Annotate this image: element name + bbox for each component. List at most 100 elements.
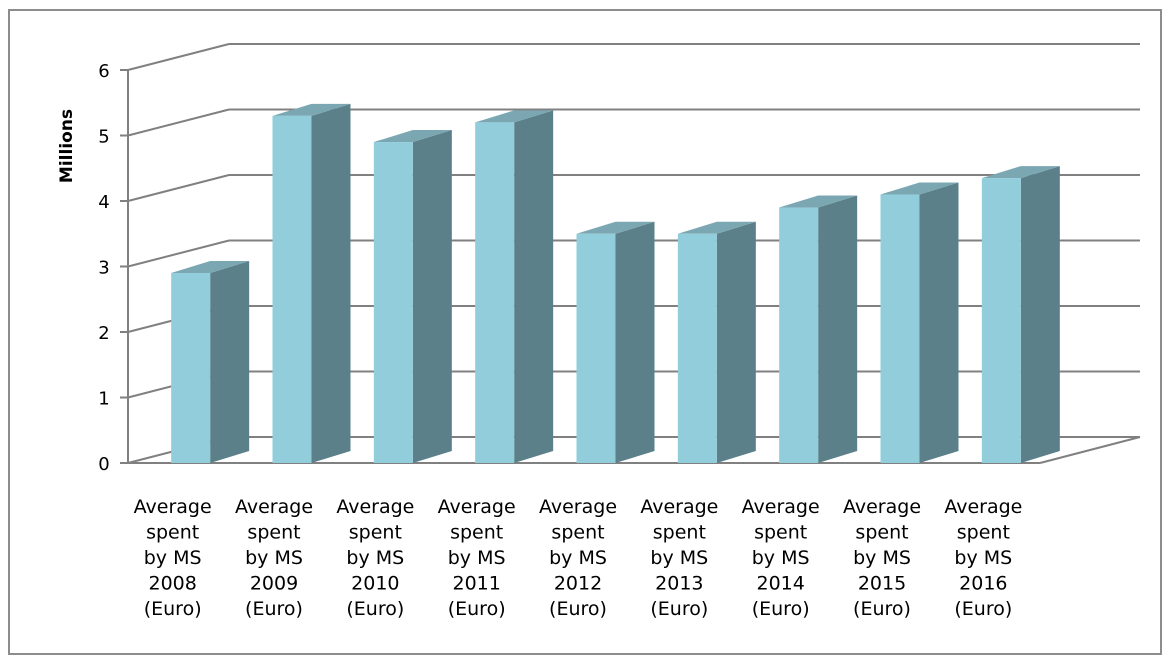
x-category-line: by MS <box>245 547 303 569</box>
x-category-label: Average spent by MS 2014 (Euro) <box>742 496 820 620</box>
bar-side <box>1020 166 1060 463</box>
y-tick-label: 4 <box>98 192 109 213</box>
x-category-line: spent <box>450 522 503 544</box>
bar <box>475 110 554 464</box>
x-category-line: by MS <box>752 547 810 569</box>
x-category-line: 2012 <box>554 573 602 595</box>
y-tick-label: 5 <box>98 127 109 148</box>
bar-front <box>373 142 413 464</box>
x-category-line: spent <box>957 522 1010 544</box>
floor-right-edge <box>1039 436 1141 464</box>
bar-front <box>272 115 312 463</box>
x-category-line: (Euro) <box>853 598 911 620</box>
x-category-line: (Euro) <box>346 598 404 620</box>
bar-front <box>576 233 616 463</box>
bar-top <box>677 221 756 234</box>
bar <box>576 221 655 463</box>
x-category-line: spent <box>754 522 807 544</box>
bar-side <box>210 261 250 463</box>
side-wall-gridline <box>127 174 230 202</box>
bar <box>880 182 959 463</box>
bar-side <box>412 130 452 464</box>
x-category-line: (Euro) <box>549 598 607 620</box>
y-tick-label: 1 <box>98 389 109 410</box>
bar-top <box>880 182 959 195</box>
x-category-line: spent <box>349 522 402 544</box>
bar-top <box>475 110 554 123</box>
bar-front <box>475 122 515 464</box>
bar-side <box>615 221 655 463</box>
x-category-line: by MS <box>448 547 506 569</box>
x-category-label: Average spent by MS 2015 (Euro) <box>843 496 921 620</box>
x-category-label: Average spent by MS 2012 (Euro) <box>539 496 617 620</box>
bar-front <box>779 207 819 463</box>
x-category-line: 2011 <box>452 573 500 595</box>
x-category-line: by MS <box>346 547 404 569</box>
x-category-line: spent <box>551 522 604 544</box>
x-category-line: spent <box>247 522 300 544</box>
bar-side <box>919 182 959 463</box>
x-category-line: Average <box>235 496 313 518</box>
bar-front <box>981 178 1021 463</box>
x-axis-categories: Average spent by MS 2008 (Euro) Average spent b… <box>134 496 1023 620</box>
x-category-label: Average spent by MS 2010 (Euro) <box>336 496 414 620</box>
x-category-line: spent <box>146 522 199 544</box>
y-axis-label: Millions <box>57 109 77 183</box>
bar-top <box>272 103 351 116</box>
x-category-label: Average spent by MS 2008 (Euro) <box>134 496 212 620</box>
side-wall-gridline <box>127 108 230 137</box>
x-category-line: (Euro) <box>650 598 708 620</box>
bar <box>272 103 351 463</box>
x-category-line: Average <box>134 496 212 518</box>
bar-top <box>779 195 858 208</box>
x-category-line: 2009 <box>250 573 298 595</box>
x-category-line: Average <box>539 496 617 518</box>
x-category-line: Average <box>438 496 516 518</box>
bar-front <box>880 194 920 463</box>
y-tick-label: 3 <box>98 258 109 279</box>
x-category-line: by MS <box>954 547 1012 569</box>
x-category-line: 2015 <box>858 573 906 595</box>
x-category-line: Average <box>640 496 718 518</box>
x-category-line: 2014 <box>756 573 804 595</box>
bar <box>677 221 756 463</box>
x-category-line: Average <box>336 496 414 518</box>
x-category-line: Average <box>944 496 1022 518</box>
side-wall-gridline <box>127 43 230 71</box>
x-category-line: spent <box>653 522 706 544</box>
bar <box>171 261 250 463</box>
bar-side <box>514 110 554 464</box>
bar-top <box>373 130 452 143</box>
x-category-label: Average spent by MS 2016 (Euro) <box>944 496 1022 620</box>
bar-chart: 0 1 2 3 4 5 6 Millions Average spent by MS 2008 (E… <box>57 43 1141 620</box>
bar-side <box>716 221 756 463</box>
x-category-line: (Euro) <box>752 598 810 620</box>
x-category-line: by MS <box>144 547 202 569</box>
x-category-line: 2013 <box>655 573 703 595</box>
bar-front <box>171 273 211 463</box>
side-wall-gridline <box>127 239 230 268</box>
x-category-line: (Euro) <box>954 598 1012 620</box>
x-category-line: by MS <box>853 547 911 569</box>
x-category-label: Average spent by MS 2009 (Euro) <box>235 496 313 620</box>
x-category-line: spent <box>855 522 908 544</box>
y-axis-ticks: 0 1 2 3 4 5 6 <box>98 61 109 475</box>
y-tick-label: 6 <box>98 61 109 82</box>
bar-side <box>818 195 858 464</box>
x-category-line: 2010 <box>351 573 399 595</box>
bar <box>373 130 452 464</box>
y-tick-label: 0 <box>98 454 109 475</box>
y-tick-label: 2 <box>98 323 109 344</box>
x-category-line: Average <box>742 496 820 518</box>
x-category-line: 2008 <box>148 573 196 595</box>
chart-frame: 0 1 2 3 4 5 6 Millions Average spent by MS 2008 (E… <box>8 9 1162 655</box>
x-category-label: Average spent by MS 2011 (Euro) <box>438 496 516 620</box>
bar-side <box>311 103 351 463</box>
x-category-line: 2016 <box>959 573 1007 595</box>
x-category-line: (Euro) <box>448 598 506 620</box>
bar <box>779 195 858 464</box>
bar-top <box>171 261 250 274</box>
bars <box>171 103 1060 464</box>
x-category-line: Average <box>843 496 921 518</box>
bar-front <box>677 233 717 463</box>
